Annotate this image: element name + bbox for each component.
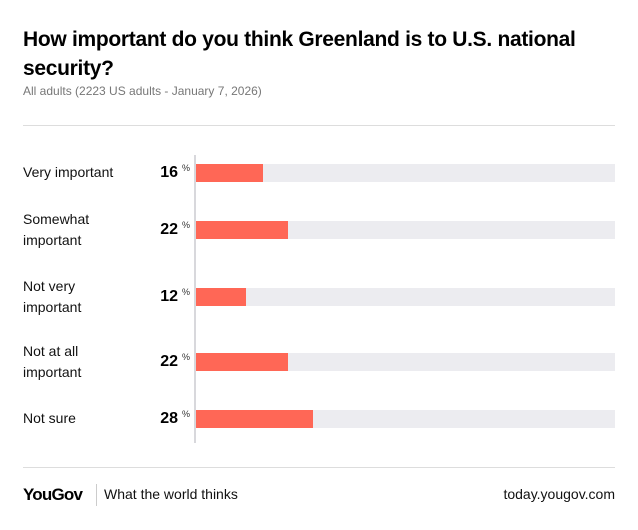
percent-sign: % <box>182 409 191 419</box>
divider <box>23 125 615 126</box>
data-label: 12 <box>160 288 178 305</box>
divider <box>23 467 615 468</box>
percent-sign: % <box>182 220 191 230</box>
percent-sign: % <box>182 287 191 297</box>
site-link[interactable]: today.yougov.com <box>503 486 615 502</box>
bar-track <box>196 164 615 182</box>
yougov-logo: YouGov <box>23 485 83 504</box>
bar-track <box>196 288 615 306</box>
category-label: Not sure <box>23 410 76 426</box>
divider <box>96 484 97 506</box>
data-label: 28 <box>160 410 178 427</box>
data-label: 22 <box>160 353 178 370</box>
percent-sign: % <box>182 163 191 173</box>
category-label: Somewhat important <box>23 211 90 248</box>
bar-track <box>196 353 615 371</box>
bar-track <box>196 410 615 428</box>
category-label: Very important <box>23 164 114 180</box>
chart-title: How important do you think Greenland is … <box>23 28 576 80</box>
bar <box>196 353 289 371</box>
axis-line <box>194 155 196 443</box>
chart-subtitle: All adults (2223 US adults - January 7, … <box>23 84 262 98</box>
bar <box>196 164 264 182</box>
bar <box>196 221 289 239</box>
category-label: Not at all important <box>23 343 82 380</box>
tagline: What the world thinks <box>104 486 238 502</box>
data-label: 16 <box>160 164 178 181</box>
percent-sign: % <box>182 352 191 362</box>
bar <box>196 288 247 306</box>
category-label: Not very important <box>23 278 82 315</box>
data-label: 22 <box>160 221 178 238</box>
bar-track <box>196 221 615 239</box>
bar <box>196 410 314 428</box>
